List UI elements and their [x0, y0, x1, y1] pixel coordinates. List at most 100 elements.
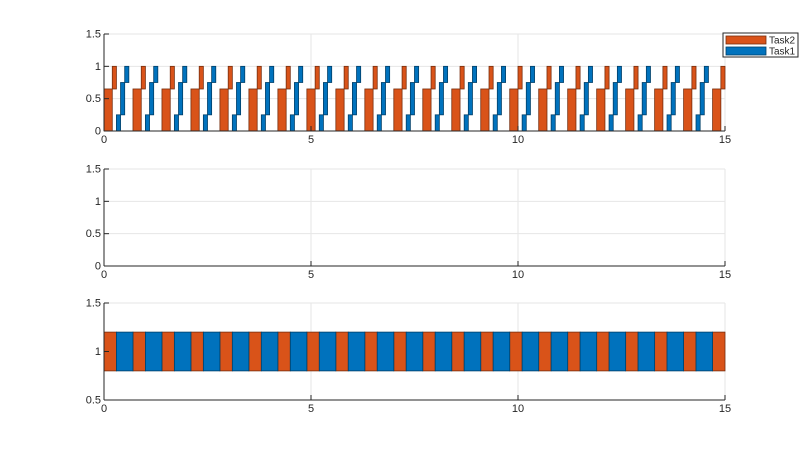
bar-task2: [604, 65, 610, 90]
bar-task2: [103, 88, 113, 132]
bar-task1: [149, 82, 155, 116]
bar-task2: [451, 331, 465, 372]
bar-task1: [351, 82, 357, 116]
bar-task1: [124, 65, 130, 83]
bar-task2: [343, 65, 349, 90]
bar-task2: [277, 88, 287, 132]
bar-task2: [683, 88, 693, 132]
bar-task1: [409, 82, 415, 116]
bar-task2: [567, 331, 581, 372]
bar-task2: [285, 65, 291, 90]
x-tick-label: 5: [308, 134, 314, 146]
bar-task1: [260, 331, 279, 372]
bar-task1: [144, 114, 150, 132]
bar-task2: [364, 88, 374, 132]
bar-task2: [401, 65, 407, 90]
bar-task2: [306, 88, 316, 132]
bar-task2: [335, 331, 349, 372]
subplot-3: 0 5 10 15 0.5 1 1.5: [86, 298, 731, 416]
bar-task1: [583, 82, 589, 116]
bar-task2: [654, 88, 664, 132]
x-tick-label: 0: [101, 403, 107, 415]
bar-task1: [207, 82, 213, 116]
bar-task2: [451, 88, 461, 132]
x-tick-label: 5: [308, 269, 314, 281]
bar-task1: [666, 114, 672, 132]
bar-task1: [202, 114, 208, 132]
bar-task2: [248, 88, 258, 132]
x-tick-label: 15: [719, 134, 731, 146]
bar-task2: [509, 331, 523, 372]
x-tick-label: 15: [719, 269, 731, 281]
bar-task1: [116, 114, 121, 132]
bar-task2: [538, 88, 548, 132]
bar-task1: [550, 331, 569, 372]
bar-task1: [116, 331, 134, 372]
bar-task1: [211, 65, 217, 83]
bars-group: [103, 65, 726, 132]
bar-task1: [616, 65, 622, 83]
bar-task2: [422, 88, 432, 132]
bar-task2: [625, 88, 635, 132]
subplot-2: 0 5 10 15 0 0.5 1 1.5: [86, 164, 731, 282]
bar-task1: [467, 82, 473, 116]
bar-task2: [219, 88, 229, 132]
bar-task1: [327, 65, 333, 83]
bar-task1: [236, 82, 242, 116]
bar-task1: [695, 331, 713, 372]
bar-task2: [509, 88, 519, 132]
bar-task1: [120, 82, 126, 116]
bar-task1: [289, 331, 308, 372]
bar-task2: [306, 331, 320, 372]
x-tick-label: 5: [308, 403, 314, 415]
bar-task2: [190, 88, 200, 132]
bar-task2: [538, 331, 552, 372]
bar-task2: [140, 65, 146, 90]
bar-task2: [256, 65, 262, 90]
bar-task1: [501, 65, 506, 83]
bar-task1: [641, 82, 647, 116]
bar-task2: [335, 88, 345, 132]
bar-task2: [596, 331, 610, 372]
bar-task2: [248, 331, 262, 372]
bar-task1: [521, 114, 527, 132]
bar-task2: [372, 65, 378, 90]
bar-task2: [161, 331, 175, 372]
bar-task1: [492, 331, 511, 372]
bar-task1: [298, 65, 304, 83]
bar-task2: [227, 65, 233, 90]
bar-task1: [674, 65, 680, 83]
bar-task1: [443, 65, 449, 83]
y-tick-label: 0.5: [86, 395, 101, 407]
bar-task2: [625, 331, 639, 372]
bar-task1: [178, 82, 184, 116]
bar-task1: [463, 114, 469, 132]
bar-task1: [608, 331, 627, 372]
bar-task1: [414, 65, 420, 83]
bar-task1: [530, 65, 535, 83]
bar-task1: [645, 65, 651, 83]
bar-task2: [219, 331, 233, 372]
bar-task1: [376, 114, 382, 132]
y-tick-label: 1: [95, 346, 101, 358]
bar-task2: [132, 331, 146, 372]
bar-task1: [472, 65, 477, 83]
bar-task1: [231, 114, 237, 132]
y-tick-label: 1.5: [86, 164, 101, 176]
bar-task1: [356, 65, 362, 83]
bar-task1: [385, 65, 391, 83]
bar-task2: [422, 331, 436, 372]
bar-task2: [364, 331, 378, 372]
bar-task1: [699, 82, 705, 116]
bar-task2: [132, 88, 142, 132]
bar-task2: [393, 331, 407, 372]
bar-task2: [190, 331, 204, 372]
bar-task1: [144, 331, 163, 372]
bar-task2: [393, 88, 403, 132]
bar-task1: [202, 331, 221, 372]
y-tick-label: 1: [95, 61, 101, 73]
legend-swatch-task1: [725, 46, 767, 56]
bar-task1: [347, 331, 366, 372]
